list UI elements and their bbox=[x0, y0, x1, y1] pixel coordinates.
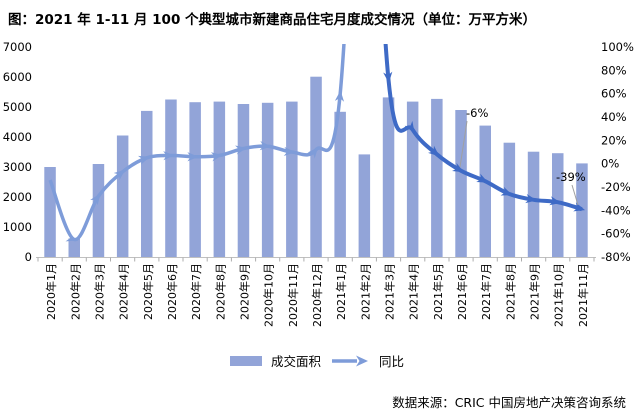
x-tick-label: 2020年8月 bbox=[213, 263, 227, 320]
bar-2021年7月 bbox=[479, 125, 491, 257]
x-tick-label: 2021年9月 bbox=[528, 263, 542, 320]
x-tick-label: 2021年6月 bbox=[455, 263, 469, 320]
x-tick-label: 2021年7月 bbox=[479, 263, 493, 320]
y-left-tick-label: 6000 bbox=[3, 70, 32, 84]
legend-bar-label: 成交面积 bbox=[270, 354, 321, 369]
bar-2020年3月 bbox=[92, 164, 105, 257]
annotation-callout-line bbox=[571, 184, 579, 206]
y-left-tick-label: 0 bbox=[25, 250, 32, 264]
bar-2020年4月 bbox=[116, 135, 129, 257]
x-tick-label: 2021年10月 bbox=[552, 263, 566, 327]
bar-2020年11月 bbox=[286, 101, 298, 257]
y-right-tick-label: 100% bbox=[601, 40, 634, 54]
annotation-label: -39% bbox=[556, 170, 586, 184]
y-left-tick-label: 3000 bbox=[3, 160, 32, 174]
x-tick-label: 2020年7月 bbox=[189, 263, 203, 320]
x-tick-label: 2021年8月 bbox=[503, 263, 517, 320]
bar-2020年5月 bbox=[141, 110, 153, 258]
bar-2020年1月 bbox=[44, 167, 56, 257]
data-source-note: 数据来源：CRIC 中国房地产决策咨询系统 bbox=[392, 395, 626, 410]
x-tick-label: 2020年5月 bbox=[141, 263, 155, 320]
y-right-tick-label: 20% bbox=[601, 133, 627, 147]
y-left-tick-label: 5000 bbox=[3, 100, 32, 114]
bar-2021年8月 bbox=[503, 142, 516, 257]
bar-2020年7月 bbox=[189, 102, 201, 257]
x-tick-label: 2020年6月 bbox=[165, 263, 179, 320]
x-tick-label: 2020年4月 bbox=[117, 263, 131, 320]
annotation-label: -6% bbox=[466, 106, 488, 120]
x-tick-label: 2020年10月 bbox=[262, 263, 276, 327]
annotation-callout-line bbox=[459, 120, 468, 168]
y-left-tick-label: 1000 bbox=[3, 220, 32, 234]
x-tick-label: 2020年2月 bbox=[68, 263, 82, 320]
bar-2020年2月 bbox=[68, 238, 80, 257]
yoy-line-2020 bbox=[48, 44, 346, 242]
y-left-tick-label: 2000 bbox=[3, 190, 32, 204]
x-tick-label: 2020年11月 bbox=[286, 263, 300, 327]
legend: 成交面积 同比 bbox=[0, 351, 634, 370]
y-right-tick-label: 60% bbox=[601, 87, 627, 101]
bar-2020年10月 bbox=[261, 102, 274, 257]
bar-2021年9月 bbox=[527, 151, 540, 257]
x-tick-label: 2021年1月 bbox=[334, 263, 348, 320]
y-right-tick-label: -80% bbox=[601, 250, 631, 264]
bar-2020年8月 bbox=[213, 101, 226, 257]
yoy-line-2021 bbox=[383, 44, 586, 212]
x-tick-label: 2021年11月 bbox=[576, 263, 590, 327]
bar-2020年9月 bbox=[237, 104, 250, 257]
x-tick-label: 2021年5月 bbox=[431, 263, 445, 320]
y-left-tick-label: 7000 bbox=[3, 40, 32, 54]
bar-2020年6月 bbox=[165, 99, 177, 257]
y-right-tick-label: -40% bbox=[601, 203, 631, 217]
x-tick-label: 2020年3月 bbox=[92, 263, 106, 320]
line-series-arrow-icon bbox=[332, 355, 368, 366]
y-right-tick-label: 80% bbox=[601, 63, 627, 77]
bar-series-swatch-icon bbox=[229, 355, 262, 366]
x-tick-label: 2021年4月 bbox=[407, 263, 421, 320]
y-right-tick-label: 0% bbox=[601, 157, 619, 171]
y-right-tick-label: 40% bbox=[601, 110, 627, 124]
chart-title: 图：2021 年 1-11 月 100 个典型城市新建商品住宅月度成交情况（单位… bbox=[8, 12, 537, 28]
x-tick-label: 2020年12月 bbox=[310, 263, 324, 327]
bar-2020年12月 bbox=[310, 76, 322, 257]
y-left-tick-label: 4000 bbox=[3, 130, 32, 144]
legend-line-label: 同比 bbox=[379, 354, 405, 369]
y-right-tick-label: -20% bbox=[601, 180, 631, 194]
bar-2021年5月 bbox=[431, 98, 443, 258]
x-tick-label: 2021年3月 bbox=[383, 263, 397, 320]
bar-2021年3月 bbox=[382, 97, 395, 258]
x-tick-label: 2020年9月 bbox=[238, 263, 252, 320]
x-tick-label: 2020年1月 bbox=[44, 263, 58, 320]
x-tick-label: 2021年2月 bbox=[358, 263, 372, 320]
bar-2021年4月 bbox=[406, 101, 419, 257]
bar-2021年2月 bbox=[358, 154, 371, 257]
y-right-tick-label: -60% bbox=[601, 227, 631, 241]
